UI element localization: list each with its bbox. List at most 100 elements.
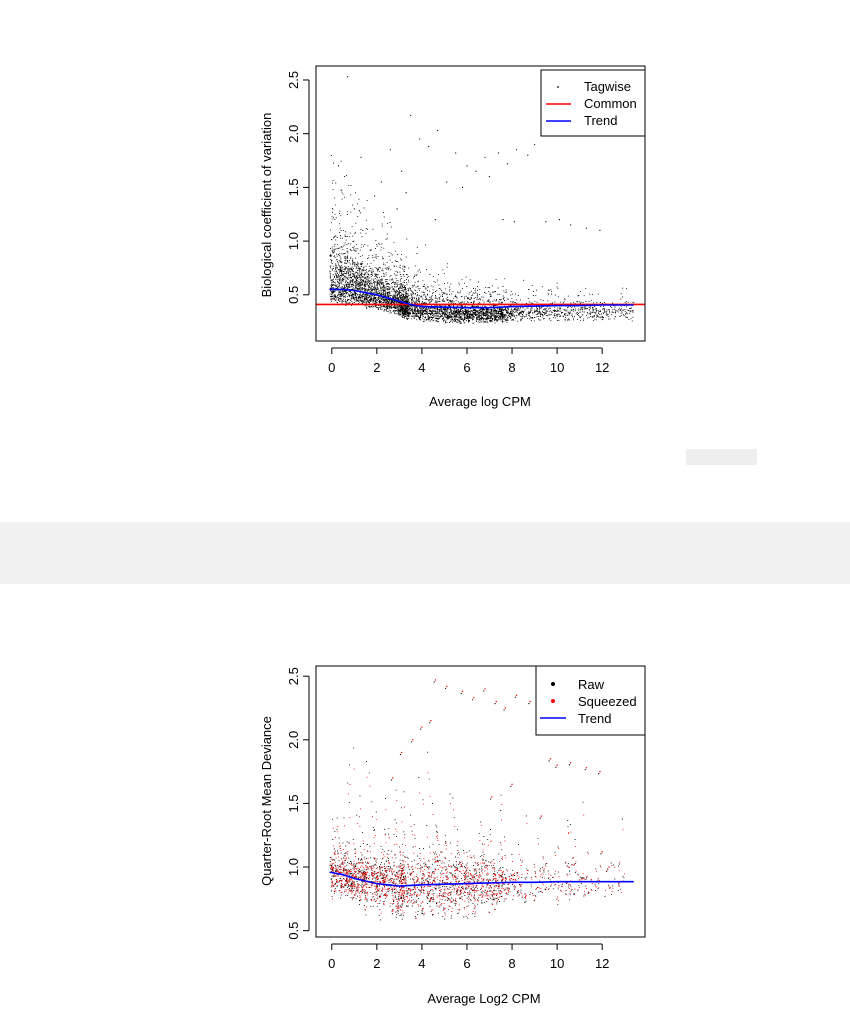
trend-line (329, 288, 634, 309)
legend-label: Trend (578, 711, 611, 726)
squeezed-point (484, 688, 486, 690)
y-tick-label: 2.5 (286, 667, 301, 685)
tagwise-point (570, 224, 572, 226)
y-tick-label: 1.5 (286, 178, 301, 196)
axes: 0 2 4 6 8 10 12 0.5 1.0 1.5 2.0 2.5 (286, 71, 609, 375)
x-tick-label: 10 (550, 956, 564, 971)
legend-raw-symbol (551, 682, 555, 686)
x-tick-label: 4 (418, 360, 425, 375)
squeezed-point (445, 685, 448, 688)
tagwise-point (346, 76, 349, 78)
tagwise-point (599, 229, 601, 231)
y-tick-label: 1.0 (286, 232, 301, 250)
x-tick-label: 0 (328, 956, 335, 971)
trend-lines (329, 871, 634, 887)
raw-point (444, 687, 447, 689)
x-axis-label: Average log CPM (429, 394, 531, 409)
x-tick-label: 2 (373, 360, 380, 375)
tagwise-point-cloud (329, 155, 635, 325)
raw-point (598, 773, 600, 775)
x-tick-label: 8 (508, 360, 515, 375)
y-tick-label: 2.5 (286, 71, 301, 89)
x-tick-label: 6 (463, 360, 470, 375)
x-tick-label: 0 (328, 360, 335, 375)
tagwise-point (337, 165, 340, 167)
tagwise-point (515, 149, 518, 151)
tagwise-point (405, 192, 407, 194)
deviance-plot: 0 2 4 6 8 10 12 0.5 1.0 1.5 2.0 2.5 Average Log2 CP… (259, 665, 646, 1006)
raw-point-cloud (329, 747, 625, 921)
raw-point (584, 769, 586, 771)
y-tick-label: 0.5 (286, 286, 301, 304)
squeezed-point (608, 866, 610, 868)
raw-point (539, 817, 541, 819)
section-divider-band (0, 522, 850, 584)
squeezed-point (529, 700, 531, 703)
raw-point (494, 703, 496, 705)
squeezed-point (569, 761, 572, 764)
squeezed-point (421, 726, 423, 728)
plot-frame (315, 65, 646, 342)
tagwise-point (466, 165, 468, 167)
tagwise-point (558, 219, 560, 221)
tagwise-point (401, 170, 403, 172)
tagwise-point (455, 152, 457, 154)
tagwise-point (446, 181, 448, 183)
raw-point (390, 779, 393, 781)
tagwise-point (545, 221, 547, 223)
squeezed-point (511, 783, 513, 786)
legend-label: Common (584, 96, 637, 111)
trend-lines (316, 288, 645, 309)
y-tick-label: 1.5 (286, 794, 301, 812)
squeezed-point (473, 697, 475, 699)
y-axis-label: Quarter-Root Mean Deviance (259, 716, 274, 886)
raw-point (568, 764, 571, 766)
tagwise-point (488, 176, 491, 178)
raw-point (489, 798, 492, 800)
plot-frame (315, 665, 646, 938)
tagwise-point (527, 154, 529, 156)
tagwise-points (329, 76, 635, 325)
bcv-plot: 0 2 4 6 8 10 12 0.5 1.0 1.5 2.0 2.5 Average log CPM… (259, 65, 646, 409)
squeezed-point (400, 751, 403, 754)
tagwise-point (419, 138, 421, 140)
x-tick-label: 12 (595, 956, 609, 971)
raw-point (433, 681, 435, 683)
squeezed-point (491, 796, 493, 798)
legend-label: Trend (584, 113, 617, 128)
squeezed-point (461, 690, 464, 693)
squeezed-point (601, 851, 603, 853)
raw-point (429, 722, 431, 724)
tagwise-point (380, 181, 382, 183)
raw-point (420, 728, 422, 730)
squeezed-point (504, 707, 506, 709)
squeezed-point (515, 694, 518, 696)
tagwise-point (585, 227, 588, 229)
raw-point (399, 753, 402, 756)
legend: Tagwise Common Trend (540, 69, 646, 137)
x-axis-label: Average Log2 CPM (427, 991, 540, 1006)
raw-point (600, 853, 602, 855)
legend-squeezed-symbol (551, 699, 555, 703)
tagwise-point (513, 221, 515, 223)
raw-point (607, 868, 609, 870)
squeezed-point (599, 770, 601, 773)
tagwise-point (360, 156, 362, 158)
tagwise-point (502, 219, 504, 221)
legend: Raw Squeezed Trend (535, 665, 646, 736)
tagwise-point (428, 145, 430, 148)
squeezed-point (434, 679, 437, 681)
raw-point (555, 766, 557, 768)
y-tick-label: 2.0 (286, 731, 301, 749)
raw-point (471, 699, 474, 701)
tagwise-point (396, 208, 398, 210)
raw-point (528, 703, 530, 705)
tagwise-point (497, 152, 500, 154)
squeezed-point (556, 764, 558, 766)
raw-point (503, 709, 505, 711)
tagwise-point (353, 208, 355, 210)
squeezed-point (430, 720, 432, 722)
squeezed-point (585, 767, 588, 769)
y-tick-label: 0.5 (286, 922, 301, 940)
x-tick-label: 8 (508, 956, 515, 971)
